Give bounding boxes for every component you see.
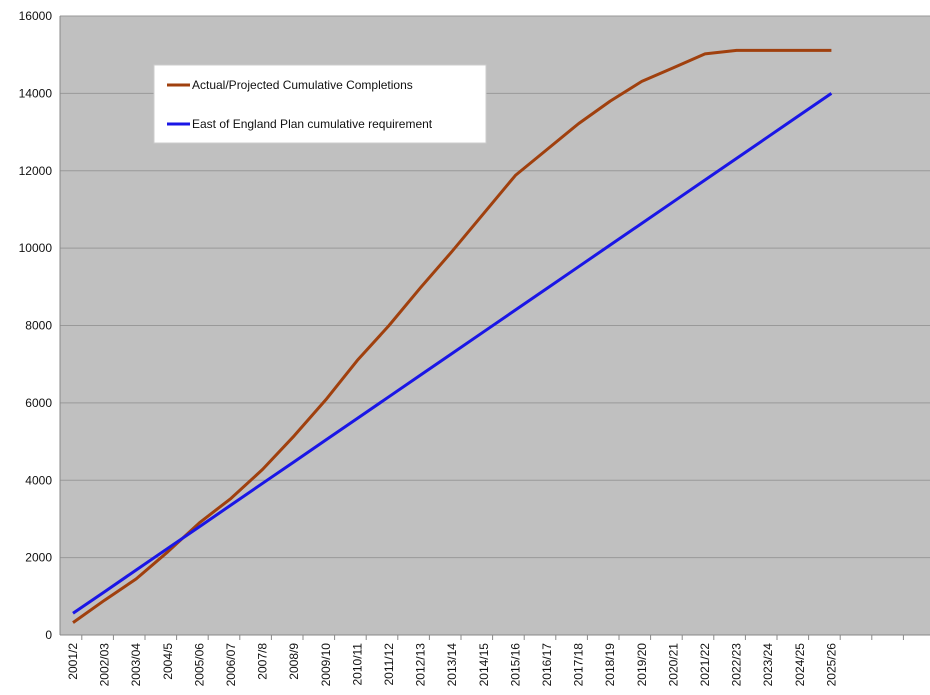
series-layer [72, 48, 833, 624]
x-tick-label: 2010/11 [350, 643, 364, 686]
x-tick-label: 2001/2 [66, 643, 80, 680]
x-tick-label: 2006/07 [224, 643, 238, 687]
x-tick-label: 2009/10 [319, 643, 333, 687]
x-tick-label: 2019/20 [635, 643, 649, 687]
y-tick-label: 10000 [19, 241, 53, 255]
x-tick-label: 2014/15 [477, 643, 491, 687]
y-tick-label: 8000 [25, 319, 52, 333]
x-tick-label: 2012/13 [414, 643, 428, 687]
series-line-0 [72, 48, 832, 624]
series-line-1 [72, 92, 833, 615]
x-tick-label: 2016/17 [540, 643, 554, 687]
y-tick-label: 4000 [25, 473, 52, 487]
x-tick-label: 2015/16 [508, 643, 522, 687]
x-tick-label: 2013/14 [445, 643, 459, 687]
x-tick-label: 2007/8 [256, 643, 270, 680]
legend-label-requirement: East of England Plan cumulative requirem… [192, 117, 433, 131]
legend-box [153, 64, 487, 144]
x-tick-label: 2002/03 [98, 643, 112, 687]
legend: Actual/Projected Cumulative Completions … [153, 64, 487, 144]
y-tick-label: 6000 [25, 396, 52, 410]
x-tick-label: 2022/23 [730, 643, 744, 687]
y-tick-label: 2000 [25, 551, 52, 565]
y-tick-label: 0 [45, 628, 52, 642]
x-tick-label: 2003/04 [129, 643, 143, 687]
x-tick-label: 2005/06 [192, 643, 206, 687]
x-tick-label: 2008/9 [287, 643, 301, 680]
x-axis-ticks: 2001/2 2002/03 2003/04 2004/5 2005/06 2006/07… [66, 635, 904, 687]
x-tick-label: 2023/24 [761, 643, 775, 687]
y-tick-label: 14000 [19, 86, 53, 100]
x-tick-label: 2017/18 [572, 643, 586, 687]
x-tick-label: 2024/25 [793, 643, 807, 687]
gridlines [60, 15, 930, 559]
legend-label-actual: Actual/Projected Cumulative Completions [192, 78, 413, 92]
x-tick-label: 2025/26 [824, 643, 838, 687]
x-tick-label: 2004/5 [161, 643, 175, 680]
x-tick-label: 2018/19 [603, 643, 617, 687]
x-tick-label: 2020/21 [666, 643, 680, 687]
x-tick-label: 2011/12 [382, 643, 396, 686]
y-tick-label: 16000 [19, 9, 53, 23]
y-tick-label: 12000 [19, 164, 53, 178]
y-axis-ticks: 0 2000 4000 6000 8000 10000 12000 14000 16000 [19, 9, 53, 642]
x-tick-label: 2021/22 [698, 643, 712, 687]
